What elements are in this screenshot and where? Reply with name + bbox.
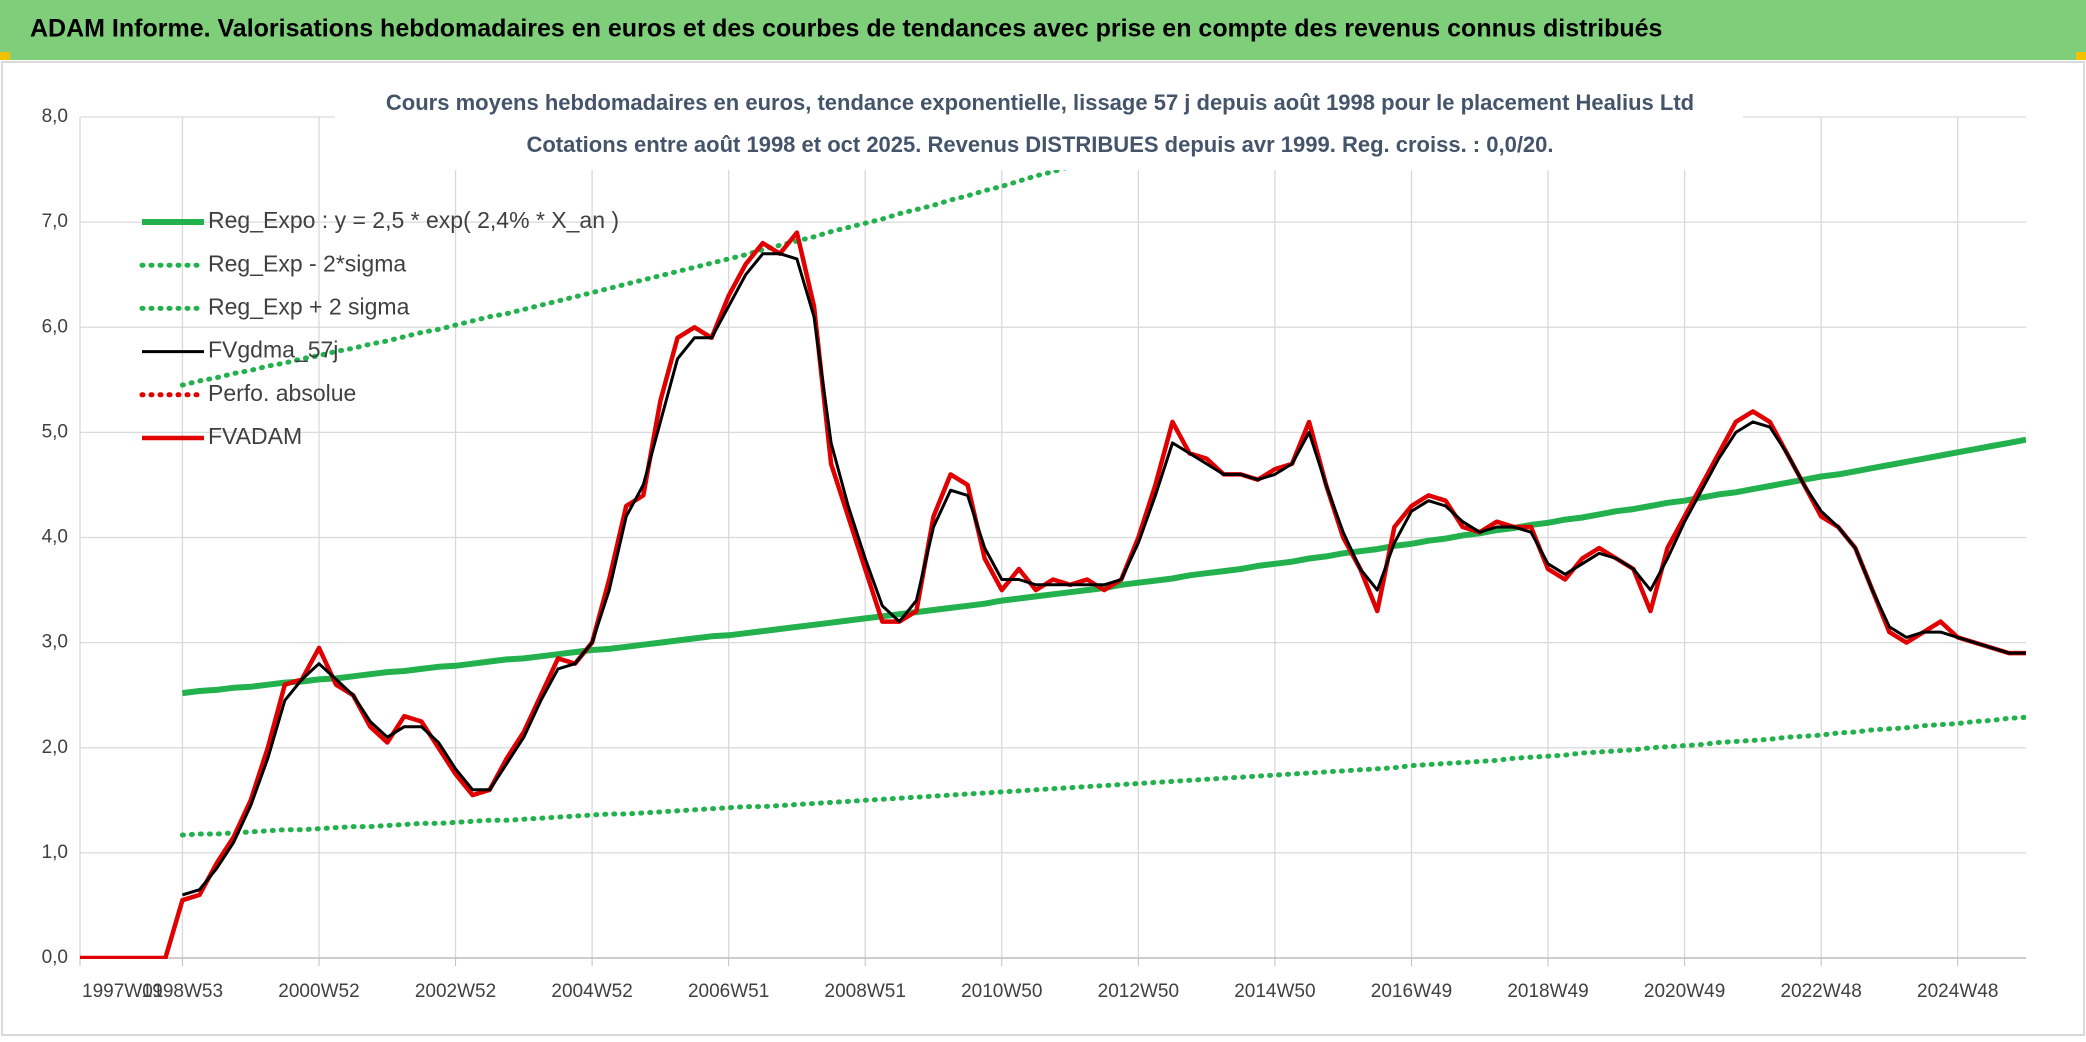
x-tick-label: 2006W51 — [688, 981, 769, 1002]
x-tick-label: 2000W52 — [278, 981, 359, 1002]
chart-title: Cours moyens hebdomadaires en euros, ten… — [386, 90, 1694, 115]
title-box — [335, 82, 1743, 170]
x-tick-label: 1998W53 — [142, 981, 223, 1002]
y-tick-label: 0,0 — [42, 947, 68, 968]
x-tick-label: 2008W51 — [825, 981, 906, 1002]
y-tick-label: 3,0 — [42, 632, 68, 653]
x-tick-label: 2010W50 — [961, 981, 1042, 1002]
header-band — [0, 0, 2086, 60]
x-tick-label: 2014W50 — [1234, 981, 1315, 1002]
legend-label: Reg_Exp + 2 sigma — [208, 293, 410, 319]
x-tick-label: 2012W50 — [1098, 981, 1179, 1002]
x-tick-label: 2002W52 — [415, 981, 496, 1002]
corner-mark — [0, 52, 10, 60]
legend-label: FVADAM — [208, 423, 302, 449]
chart-frame — [1, 61, 2085, 1036]
x-tick-label: 2004W52 — [551, 981, 632, 1002]
legend-label: FVgdma_57j — [208, 337, 338, 363]
x-tick-label: 2024W48 — [1917, 981, 1998, 1002]
y-tick-label: 7,0 — [42, 211, 68, 232]
x-tick-label: 2020W49 — [1644, 981, 1725, 1002]
x-tick-label: 2016W49 — [1371, 981, 1452, 1002]
x-tick-label: 2018W49 — [1507, 981, 1588, 1002]
y-tick-label: 5,0 — [42, 421, 68, 442]
legend-label: Perfo. absolue — [208, 380, 356, 406]
y-tick-label: 2,0 — [42, 737, 68, 758]
y-tick-label: 1,0 — [42, 842, 68, 863]
series-line — [181, 252, 2026, 897]
y-tick-label: 6,0 — [42, 316, 68, 337]
series-line — [182, 436, 2026, 697]
x-tick-label: 2022W48 — [1780, 981, 1861, 1002]
chart-subtitle: Cotations entre août 1998 et oct 2025. R… — [526, 132, 1553, 157]
header-title: ADAM Informe. Valorisations hebdomadaire… — [30, 15, 1662, 43]
y-tick-label: 8,0 — [42, 106, 68, 127]
series-line — [80, 230, 2026, 959]
series-line — [179, 117, 1246, 388]
corner-mark — [2076, 52, 2086, 60]
x-tick-label: 1997W01 — [82, 981, 163, 1002]
legend-label: Reg_Exp - 2*sigma — [208, 250, 406, 276]
legend-label: Reg_Expo : y = 2,5 * exp( 2,4% * X_an ) — [208, 207, 619, 233]
series-line — [179, 714, 2026, 838]
y-tick-label: 4,0 — [42, 527, 68, 548]
